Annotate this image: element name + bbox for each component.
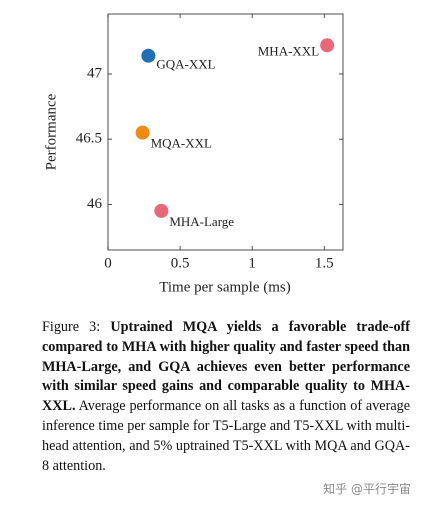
plot-frame: [107, 13, 344, 251]
caption-bold: Uptrained MQA yields a favorable trade-o…: [42, 319, 410, 415]
point-label: MHA-Large: [169, 214, 234, 229]
y-tick-label: 46: [87, 196, 103, 212]
point: [141, 48, 156, 63]
x-tick-label: 1: [248, 255, 256, 271]
point-label: GQA-XXL: [156, 57, 215, 72]
y-tick-label: 47: [87, 65, 103, 81]
point: [320, 38, 335, 53]
point: [154, 203, 169, 218]
x-axis-label: Time per sample (ms): [159, 279, 291, 295]
x-tick-label: 1.5: [315, 255, 334, 271]
caption: Figure 3: Uptrained MQA yields a favorab…: [42, 318, 410, 476]
chart: Time per sample (ms) Performance 0 0.5 1 1.…: [43, 13, 344, 295]
caption-text: Average performance on all tasks as a fu…: [42, 398, 411, 474]
x-tick-label: 0.5: [171, 255, 190, 271]
y-axis-label: Performance: [43, 93, 59, 170]
point-label: MHA-XXL: [258, 43, 319, 58]
watermark: 知乎 @平行宇宙: [323, 482, 411, 496]
point: [135, 125, 150, 140]
point-label: MQA-XXL: [151, 136, 212, 151]
caption-label: Figure 3:: [42, 319, 101, 335]
y-tick-label: 46.5: [76, 131, 102, 147]
x-tick-label: 0: [104, 255, 112, 271]
